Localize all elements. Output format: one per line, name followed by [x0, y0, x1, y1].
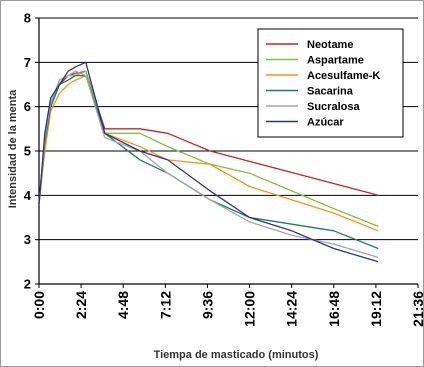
- x-axis-title: Tiempa de masticado (minutos): [154, 349, 319, 361]
- x-tick-label: 16:48: [326, 291, 342, 327]
- series-line-azucar: [38, 61, 379, 263]
- legend-label-sacarina: Sacarina: [307, 86, 354, 98]
- axes: [35, 17, 419, 288]
- legend-label-aspartame: Aspartame: [307, 55, 364, 67]
- legend-label-neotame: Neotame: [307, 39, 353, 51]
- x-tick-labels: 0:00 2:24 4:48 7:12 9:36 12:00 14:24 16:48 19:12…: [31, 291, 424, 327]
- legend-label-sucralosa: Sucralosa: [307, 101, 360, 113]
- y-tick-label: 8: [24, 11, 31, 26]
- legend-box: [257, 28, 404, 138]
- y-tick-label: 6: [24, 99, 31, 114]
- legend: Neotame Aspartame Acesulfame-K Sacarina Sucr…: [257, 28, 404, 138]
- x-tick-label: 2:24: [73, 291, 89, 319]
- x-tick-label: 19:12: [368, 291, 384, 327]
- y-tick-label: 4: [24, 188, 32, 203]
- x-tick-label: 7:12: [157, 291, 173, 319]
- legend-label-acesulfame-k: Acesulfame-K: [307, 70, 380, 82]
- y-tick-label: 7: [24, 55, 31, 70]
- y-tick-label: 5: [24, 144, 31, 159]
- y-tick-label: 2: [24, 277, 31, 292]
- y-axis-title: Intensidad de la menta: [7, 89, 19, 208]
- x-tick-label: 4:48: [115, 291, 131, 319]
- series-lines: [38, 61, 379, 263]
- series-line-sucralosa: [38, 70, 379, 259]
- x-tick-label: 12:00: [242, 291, 258, 327]
- legend-label-azucar: Azúcar: [307, 117, 344, 129]
- y-tick-label: 3: [24, 232, 31, 247]
- x-tick-label: 21:36: [410, 291, 424, 327]
- x-tick-label: 0:00: [31, 291, 47, 319]
- y-tick-labels: 2 3 4 5 6 7 8: [24, 11, 32, 292]
- x-tick-label: 9:36: [199, 291, 215, 319]
- x-tick-label: 14:24: [284, 291, 300, 327]
